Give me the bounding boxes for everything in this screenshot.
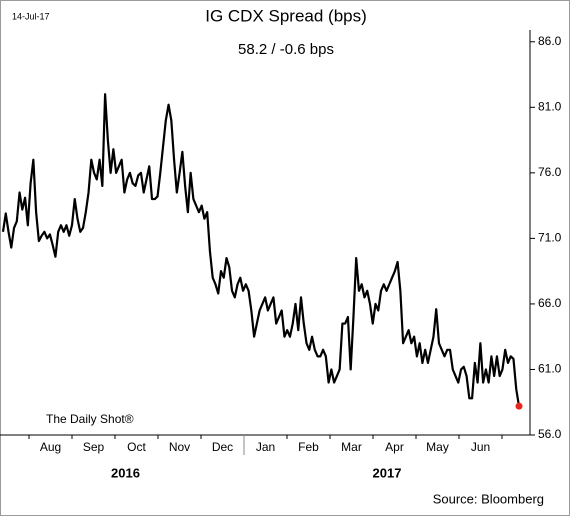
x-tick-label: Dec [212, 440, 233, 454]
y-tick-label: 71.0 [538, 231, 562, 245]
x-tick-label: May [426, 440, 449, 454]
y-tick-label: 66.0 [538, 296, 562, 310]
x-tick-label: Oct [127, 440, 146, 454]
x-tick-label: Jun [471, 440, 490, 454]
y-tick-label: 86.0 [538, 34, 562, 48]
x-tick-label: Jan [256, 440, 275, 454]
y-tick-label: 56.0 [538, 427, 562, 441]
watermark: The Daily Shot® [46, 412, 134, 426]
x-tick-label: Feb [298, 440, 319, 454]
series-line [1, 93, 521, 407]
year-label: 2017 [373, 465, 402, 480]
date-stamp: 14-Jul-17 [12, 11, 50, 21]
y-tick-label: 76.0 [538, 165, 562, 179]
year-label: 2016 [111, 465, 140, 480]
x-tick-label: Apr [385, 440, 404, 454]
chart-title: IG CDX Spread (bps) [205, 6, 367, 25]
last-point-marker [515, 402, 523, 410]
source: Source: Bloomberg [433, 491, 544, 506]
x-tick-label: Mar [341, 440, 362, 454]
chart-subtitle: 58.2 / -0.6 bps [238, 41, 334, 58]
x-tick-label: Aug [40, 440, 61, 454]
x-tick-label: Nov [169, 440, 190, 454]
y-tick-label: 61.0 [538, 362, 562, 376]
x-tick-label: Sep [83, 440, 105, 454]
y-tick-label: 81.0 [538, 99, 562, 113]
